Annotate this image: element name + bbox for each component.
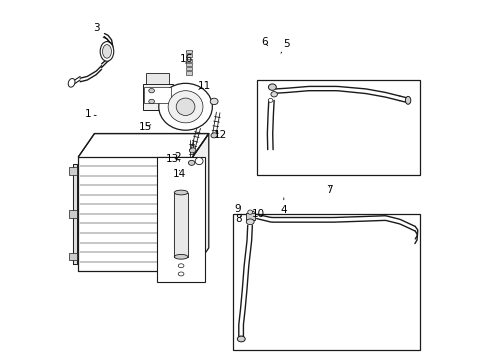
Text: 2: 2: [174, 152, 180, 162]
Text: 1: 1: [84, 109, 96, 119]
Polygon shape: [174, 193, 187, 257]
Polygon shape: [194, 164, 199, 264]
Text: 10: 10: [251, 209, 264, 219]
Polygon shape: [78, 134, 208, 157]
Bar: [186, 71, 192, 75]
Ellipse shape: [270, 91, 277, 97]
Bar: [186, 67, 192, 70]
Text: 6: 6: [260, 37, 267, 47]
Ellipse shape: [100, 41, 114, 61]
Ellipse shape: [168, 91, 203, 123]
Text: 12: 12: [213, 130, 226, 140]
Bar: [157, 157, 205, 282]
Ellipse shape: [405, 96, 410, 104]
Ellipse shape: [174, 190, 187, 195]
Text: 5: 5: [281, 39, 289, 53]
Bar: [186, 63, 192, 66]
Bar: [245, 213, 254, 220]
Ellipse shape: [268, 84, 276, 90]
Ellipse shape: [237, 336, 244, 342]
Ellipse shape: [148, 89, 154, 93]
Bar: [257, 80, 419, 175]
Ellipse shape: [159, 83, 212, 130]
Bar: [186, 59, 192, 62]
Ellipse shape: [210, 133, 217, 138]
Ellipse shape: [247, 210, 252, 214]
Polygon shape: [192, 134, 208, 271]
Ellipse shape: [68, 78, 75, 87]
Text: 15: 15: [138, 122, 151, 132]
Bar: [233, 214, 419, 350]
Ellipse shape: [268, 98, 272, 102]
Ellipse shape: [174, 255, 187, 259]
Ellipse shape: [189, 148, 196, 153]
Text: 7: 7: [325, 185, 332, 195]
Polygon shape: [73, 164, 77, 264]
Bar: [142, 84, 173, 111]
Ellipse shape: [176, 98, 195, 116]
Ellipse shape: [102, 45, 111, 58]
Text: 16: 16: [180, 54, 193, 64]
Text: 4: 4: [280, 198, 286, 215]
Text: 3: 3: [93, 23, 112, 44]
Ellipse shape: [178, 272, 183, 276]
Ellipse shape: [178, 264, 183, 268]
Text: 8: 8: [234, 214, 241, 224]
Bar: [69, 167, 77, 175]
Ellipse shape: [188, 160, 194, 165]
Text: 11: 11: [198, 81, 211, 91]
Ellipse shape: [210, 98, 218, 105]
Text: 13: 13: [165, 154, 179, 164]
Polygon shape: [78, 157, 192, 271]
Bar: [144, 87, 171, 103]
Ellipse shape: [246, 219, 254, 225]
Ellipse shape: [148, 99, 154, 104]
Bar: [186, 54, 192, 58]
Text: 9: 9: [234, 203, 241, 213]
Ellipse shape: [195, 157, 203, 165]
Bar: [69, 210, 77, 217]
Text: 14: 14: [172, 168, 186, 179]
Bar: [186, 50, 192, 53]
Bar: [69, 252, 77, 260]
Bar: [146, 73, 169, 84]
